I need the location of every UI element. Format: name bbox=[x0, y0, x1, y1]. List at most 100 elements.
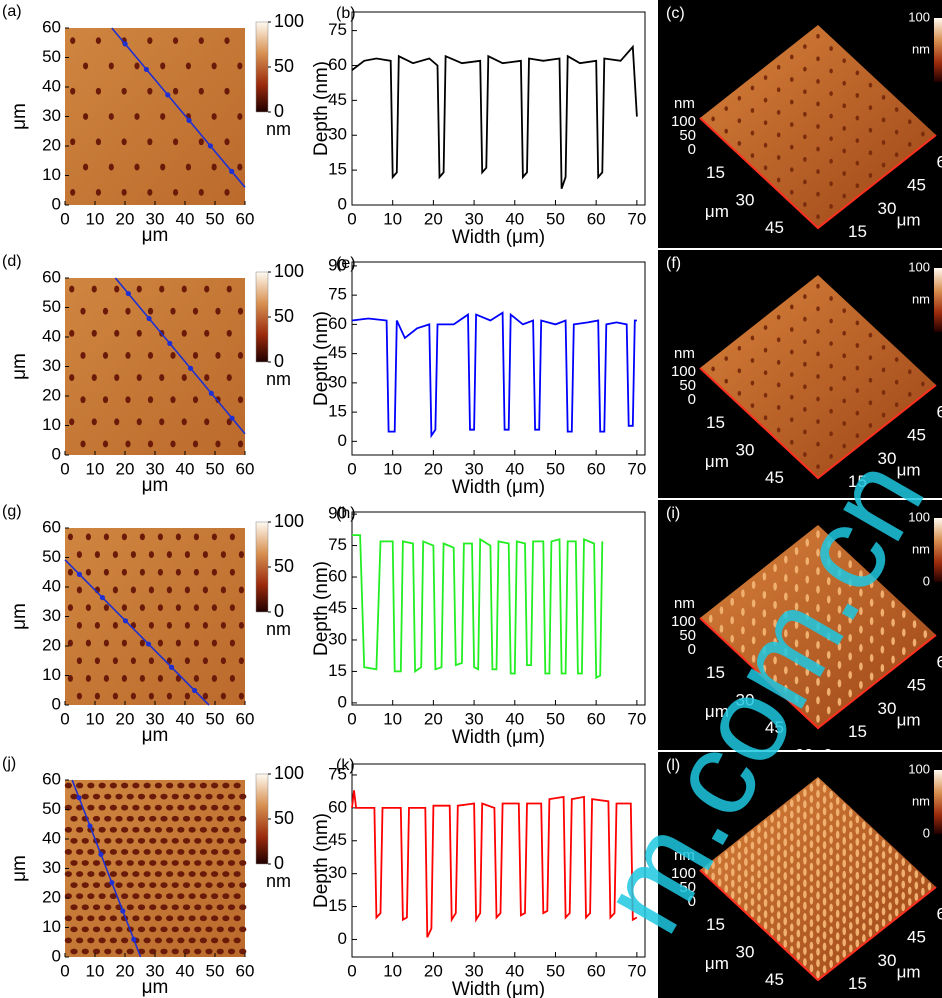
pit bbox=[239, 860, 246, 866]
surface-feature bbox=[882, 368, 886, 373]
surface-feature bbox=[816, 124, 820, 129]
surface-feature bbox=[891, 619, 895, 627]
pit bbox=[176, 640, 181, 647]
surface-feature bbox=[908, 887, 912, 895]
pit bbox=[185, 551, 190, 558]
surface-feature bbox=[738, 897, 742, 905]
surface-feature bbox=[816, 937, 820, 945]
pit bbox=[158, 533, 163, 540]
pit bbox=[230, 675, 235, 682]
x-tick-label: 40 bbox=[176, 961, 195, 980]
x-tick-label: 30 bbox=[465, 459, 484, 478]
pit bbox=[76, 871, 83, 877]
surface-feature bbox=[709, 615, 713, 623]
pit bbox=[132, 871, 139, 877]
surface-feature bbox=[790, 122, 794, 127]
pit bbox=[132, 893, 139, 899]
pit bbox=[70, 794, 77, 800]
pit bbox=[103, 352, 108, 359]
surface-feature bbox=[764, 415, 768, 420]
pit bbox=[68, 533, 73, 540]
pit bbox=[166, 871, 173, 877]
surface-feature bbox=[836, 921, 840, 929]
pit bbox=[222, 805, 229, 811]
pit bbox=[70, 138, 75, 145]
pit bbox=[134, 113, 139, 120]
pit bbox=[160, 816, 167, 822]
surface-feature bbox=[888, 857, 892, 865]
profile-marker bbox=[98, 852, 103, 857]
pit bbox=[177, 849, 184, 855]
panel: 01020304050600102030405060μmμm(d)050100n… bbox=[2, 253, 304, 496]
pit bbox=[177, 915, 184, 921]
pit bbox=[212, 640, 217, 647]
pit bbox=[212, 604, 217, 611]
pit bbox=[110, 783, 117, 789]
surface-feature bbox=[856, 411, 860, 416]
panel-label: (g) bbox=[2, 503, 22, 520]
pit bbox=[92, 374, 97, 381]
z-axis-label: nm bbox=[674, 95, 695, 112]
surface-feature bbox=[764, 75, 768, 80]
pit bbox=[199, 37, 204, 44]
surface-feature bbox=[770, 882, 774, 890]
surface-feature bbox=[870, 654, 874, 662]
pit bbox=[132, 827, 139, 833]
surface-feature bbox=[790, 77, 794, 82]
surface-feature bbox=[777, 428, 781, 433]
colorbar bbox=[934, 268, 942, 332]
surface-feature bbox=[836, 831, 840, 839]
profile-marker bbox=[167, 341, 172, 346]
pit bbox=[109, 164, 114, 171]
surface-feature bbox=[862, 900, 866, 908]
pit bbox=[173, 189, 178, 196]
pit bbox=[115, 949, 122, 955]
pit bbox=[109, 63, 114, 70]
surface-feature bbox=[777, 178, 781, 183]
surface-feature bbox=[882, 862, 886, 870]
surface-feature bbox=[823, 898, 827, 906]
pit bbox=[200, 915, 207, 921]
pit bbox=[138, 926, 145, 932]
y-tick-label: 50 bbox=[42, 297, 61, 316]
x-tick-label: 50 bbox=[206, 209, 225, 228]
pit bbox=[127, 904, 134, 910]
surface-feature bbox=[895, 130, 899, 135]
surface-feature bbox=[757, 882, 761, 890]
pit bbox=[237, 63, 242, 70]
pit bbox=[160, 904, 167, 910]
pit bbox=[115, 860, 122, 866]
surface-feature bbox=[856, 939, 860, 947]
surface-feature bbox=[829, 926, 833, 934]
colorbar bbox=[256, 522, 268, 612]
surface-feature bbox=[829, 181, 833, 186]
pit bbox=[172, 904, 179, 910]
y-tick-label: 75 bbox=[328, 20, 347, 39]
pit bbox=[125, 396, 130, 403]
y-tick-label: 30 bbox=[878, 699, 897, 718]
surface-feature bbox=[829, 937, 833, 945]
pit bbox=[65, 915, 72, 921]
colorbar-tick-label: 50 bbox=[274, 556, 294, 576]
pit bbox=[211, 938, 218, 944]
surface-feature bbox=[738, 96, 742, 101]
panel-label: (b) bbox=[336, 5, 356, 22]
pit bbox=[70, 838, 77, 844]
surface-feature bbox=[816, 869, 820, 877]
pit bbox=[93, 794, 100, 800]
surface-feature bbox=[751, 131, 755, 136]
pit bbox=[134, 63, 139, 70]
pit bbox=[76, 783, 83, 789]
pit bbox=[176, 604, 181, 611]
x-axis-label: μm bbox=[705, 202, 729, 221]
x-tick-label: 20 bbox=[116, 209, 135, 228]
surface-feature bbox=[856, 838, 860, 846]
surface-feature bbox=[770, 894, 774, 902]
pit bbox=[103, 441, 108, 448]
afm-image bbox=[65, 28, 245, 205]
y-axis-label: Depth (nm) bbox=[311, 561, 332, 656]
surface-feature bbox=[777, 922, 781, 930]
x-tick-label: 10 bbox=[86, 459, 105, 478]
x-tick-label: 0 bbox=[347, 709, 356, 728]
pit bbox=[200, 783, 207, 789]
